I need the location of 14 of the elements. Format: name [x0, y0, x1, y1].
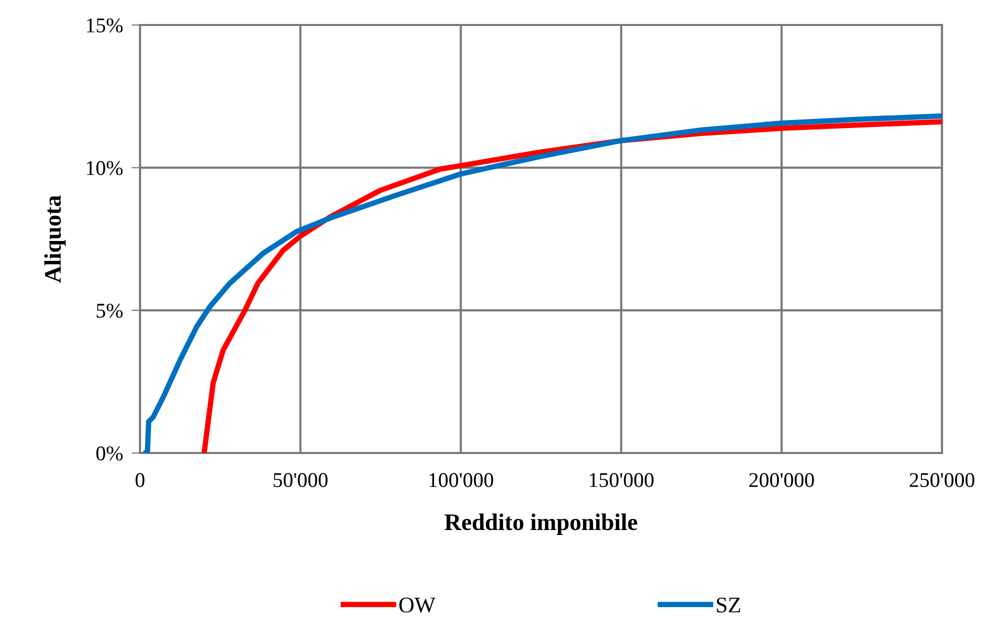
x-tick-label: 200'000	[749, 473, 814, 488]
x-tick-label: 250'000	[910, 473, 974, 488]
y-tick-label: 0%	[96, 446, 123, 460]
x-axis-title: Reddito imponibile	[444, 514, 638, 535]
x-tick-label: 150'000	[590, 473, 654, 488]
y-tick-label: 15%	[86, 18, 123, 32]
x-tick-label: 0	[136, 473, 144, 488]
y-tick-label: 5%	[96, 304, 123, 318]
legend-label: OW	[399, 598, 436, 613]
y-axis-title: Aliquota	[44, 195, 66, 283]
x-tick-label: 100'000	[430, 473, 494, 488]
y-tick-label: 10%	[86, 161, 123, 176]
x-tick-label: 50'000	[274, 473, 328, 488]
legend-label: SZ	[716, 598, 740, 613]
